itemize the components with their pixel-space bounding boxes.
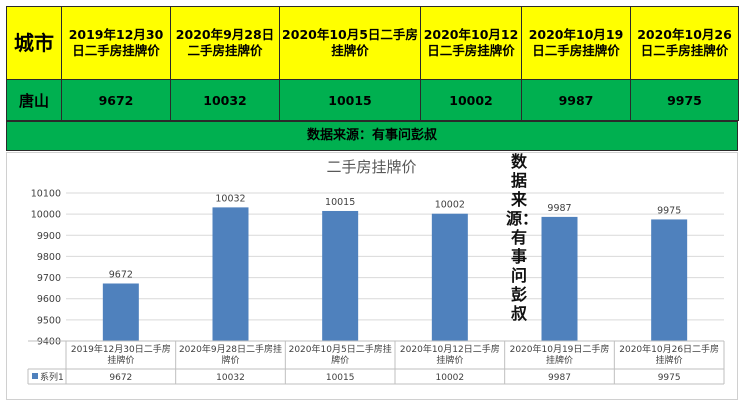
header-cell: 2020年10月19日二手房挂牌价 [521, 6, 631, 80]
y-tick-label: 10000 [31, 210, 61, 221]
value-cell: 10015 [279, 79, 421, 121]
data-label: 10032 [215, 193, 245, 204]
bar [431, 213, 468, 341]
y-tick-label: 9600 [37, 294, 61, 305]
y-tick-label: 9900 [37, 231, 61, 242]
header-cell: 2020年10月26日二手房挂牌价 [630, 6, 739, 80]
data-source-banner: 数据来源：有事问彭叔 [6, 121, 738, 151]
data-label: 9987 [547, 203, 571, 214]
legend-swatch [32, 373, 38, 379]
header-cell: 2020年9月28日二手房挂牌价 [170, 6, 280, 80]
y-tick-label: 10100 [31, 189, 61, 200]
data-table-value: 10015 [326, 373, 355, 383]
value-cell: 9975 [630, 79, 739, 121]
y-tick-label: 9400 [37, 337, 61, 348]
source-watermark: 数据来源：有事问彭叔 [506, 152, 539, 323]
x-tick-label: 挂牌价 [107, 354, 134, 366]
row-city-cell: 唐山 [6, 79, 62, 121]
bar [651, 219, 688, 341]
x-tick-label: 牌价 [331, 354, 349, 366]
y-tick-label: 9700 [37, 273, 61, 284]
table-header-row: 城市 2019年12月30日二手房挂牌价 2020年9月28日二手房挂牌价 20… [6, 6, 739, 80]
value-cell: 9672 [61, 79, 171, 121]
x-tick-label: 挂牌价 [656, 354, 683, 366]
x-tick-label: 挂牌价 [436, 354, 463, 366]
y-tick-label: 9500 [37, 315, 61, 326]
data-label: 10002 [435, 200, 465, 211]
data-table-value: 10032 [216, 373, 245, 383]
x-tick-label: 2020年10月12日二手房 [400, 343, 500, 355]
bar [541, 216, 578, 341]
header-cell: 2020年10月5日二手房挂牌价 [279, 6, 421, 80]
data-table-value: 9672 [109, 373, 132, 383]
value-cell: 10002 [420, 79, 522, 121]
legend-label: 系列1 [40, 371, 64, 383]
header-city-cell: 城市 [6, 6, 62, 80]
x-tick-label: 2020年9月28日二手房挂 [179, 343, 282, 355]
chart-title: 二手房挂牌价 [326, 158, 417, 176]
data-table-value: 10002 [436, 373, 465, 383]
x-tick-label: 挂牌价 [546, 354, 573, 366]
x-tick-label: 2020年10月26日二手房 [619, 343, 719, 355]
data-label: 10015 [325, 197, 355, 208]
x-tick-label: 2019年12月30日二手房 [71, 343, 171, 355]
x-tick-label: 2020年10月5日二手房挂 [289, 343, 392, 355]
data-label: 9975 [657, 205, 681, 216]
x-tick-label: 牌价 [221, 354, 239, 366]
table-row: 唐山 9672 10032 10015 10002 9987 9975 [6, 79, 739, 121]
value-cell: 9987 [521, 79, 631, 121]
data-label: 9672 [109, 269, 133, 280]
data-table-value: 9975 [658, 373, 681, 383]
value-cell: 10032 [170, 79, 280, 121]
bar [322, 210, 359, 341]
bar [102, 283, 139, 341]
header-cell: 2020年10月12日二手房挂牌价 [420, 6, 522, 80]
y-tick-label: 9800 [37, 252, 61, 263]
price-summary-table: 城市 2019年12月30日二手房挂牌价 2020年9月28日二手房挂牌价 20… [6, 6, 739, 121]
bar [212, 207, 249, 341]
x-tick-label: 2020年10月19日二手房 [510, 343, 610, 355]
data-table-value: 9987 [548, 373, 571, 383]
